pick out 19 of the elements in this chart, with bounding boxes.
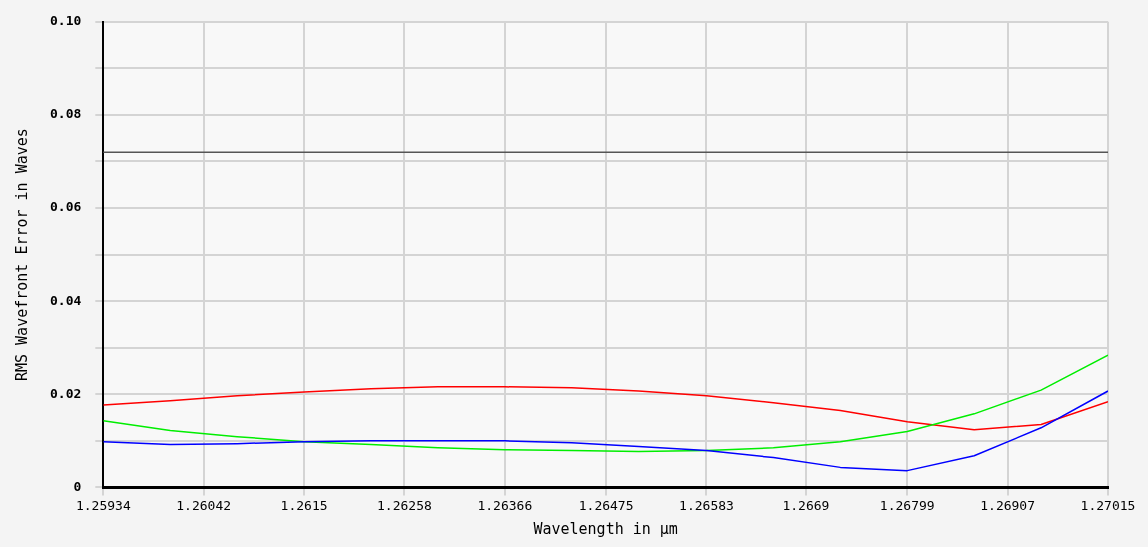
x-tick-label: 1.26475: [578, 497, 634, 513]
x-tick-label: 1.2669: [782, 497, 830, 513]
x-tick-label: 1.26799: [879, 497, 935, 513]
x-tick-label: 1.25934: [75, 497, 131, 513]
x-tick-label: 1.2615: [280, 497, 328, 513]
x-axis-title: Wavelength in µm: [533, 519, 678, 538]
y-tick-label: 0: [73, 478, 82, 494]
x-tick-label: 1.27015: [1080, 497, 1136, 513]
y-tick-label: 0.04: [49, 292, 82, 308]
y-tick-label: 0.08: [49, 106, 82, 122]
y-tick-label: 0.06: [49, 199, 82, 215]
x-tick-label: 1.26907: [980, 497, 1036, 513]
y-tick-label: 0.02: [49, 385, 82, 401]
x-tick-label: 1.26042: [176, 497, 232, 513]
y-axis-title: RMS Wavefront Error in Waves: [12, 128, 31, 382]
y-tick-label: 0.10: [49, 13, 82, 29]
x-tick-label: 1.26366: [477, 497, 533, 513]
x-tick-label: 1.26583: [679, 497, 734, 513]
x-tick-label: 1.26258: [377, 497, 432, 513]
